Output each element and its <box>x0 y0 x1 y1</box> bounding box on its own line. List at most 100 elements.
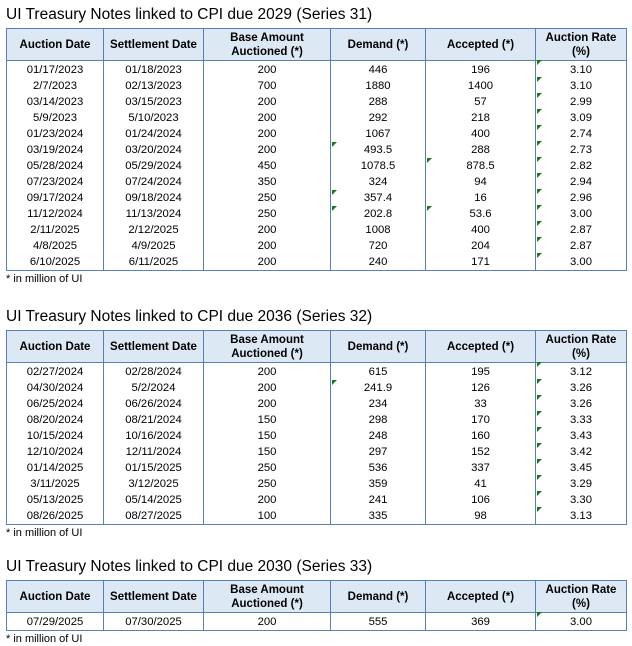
auction-date-cell: 05/28/2024 <box>6 158 104 174</box>
cell-value: 41 <box>474 477 487 490</box>
cell-value: 01/18/2023 <box>125 63 182 76</box>
auction-rate-cell: 2.74 <box>535 125 627 142</box>
cell-value: 6/10/2025 <box>29 255 81 268</box>
cell-value: 195 <box>471 365 490 378</box>
base-amount-cell: 200 <box>203 94 331 110</box>
cell-value: 2.99 <box>570 95 592 108</box>
error-indicator-icon <box>537 125 542 130</box>
base-amount-cell: 200 <box>203 142 331 158</box>
cell-value: 03/14/2023 <box>26 95 84 108</box>
error-indicator-icon <box>537 173 542 178</box>
cell-value: 3.29 <box>570 477 592 490</box>
settlement-date-cell: 08/27/2025 <box>103 508 204 525</box>
header-row: Auction Date Settlement Date Base Amount… <box>6 580 627 613</box>
auction-date-cell: 11/12/2024 <box>6 206 104 222</box>
series-32-section: UI Treasury Notes linked to CPI due 2036… <box>6 307 627 540</box>
cell-value: 01/24/2024 <box>125 127 182 140</box>
accepted-cell: 400 <box>425 222 536 238</box>
cell-value: 369 <box>471 615 490 628</box>
accepted-cell: 288 <box>425 142 536 158</box>
cell-value: 3.10 <box>570 79 592 92</box>
auction-table: Auction Date Settlement Date Base Amount… <box>6 330 627 525</box>
col-auction-rate: Auction Rate (%) <box>535 28 627 61</box>
cell-value: 01/14/2025 <box>26 461 84 474</box>
cell-value: 250 <box>257 191 277 204</box>
auction-date-cell: 3/11/2025 <box>6 476 104 492</box>
accepted-cell: 94 <box>425 174 536 190</box>
col-accepted: Accepted (*) <box>425 330 536 363</box>
error-indicator-icon <box>537 459 542 464</box>
demand-cell: 536 <box>330 460 426 476</box>
demand-cell: 615 <box>330 362 426 380</box>
cell-value: 07/24/2024 <box>125 175 182 188</box>
cell-value: 446 <box>368 63 388 76</box>
error-indicator-icon <box>537 189 542 194</box>
cell-value: 2.94 <box>570 175 592 188</box>
cell-value: 200 <box>257 615 277 628</box>
auction-rate-cell: 2.99 <box>535 93 627 110</box>
cell-value: 359 <box>368 477 388 490</box>
cell-value: 57 <box>474 95 487 108</box>
base-amount-cell: 250 <box>203 476 331 492</box>
cell-value: 08/20/2024 <box>26 413 84 426</box>
cell-value: 03/15/2023 <box>125 95 182 108</box>
cell-value: 98 <box>474 509 487 522</box>
error-indicator-icon <box>537 93 542 98</box>
table-row: 10/15/2024 10/16/2024 150 248 160 3.43 <box>6 427 627 444</box>
base-amount-cell: 250 <box>203 460 331 476</box>
settlement-date-cell: 05/14/2025 <box>103 492 204 508</box>
demand-cell: 335 <box>330 508 426 525</box>
base-amount-cell: 150 <box>203 428 331 444</box>
cell-value: 3.43 <box>570 429 592 442</box>
cell-value: 53.6 <box>469 207 492 220</box>
cell-value: 02/13/2023 <box>125 79 182 92</box>
table-row: 6/10/2025 6/11/2025 200 240 171 3.00 <box>6 253 627 271</box>
cell-value: 878.5 <box>466 159 495 172</box>
auction-table: Auction Date Settlement Date Base Amount… <box>6 28 627 271</box>
settlement-date-cell: 09/18/2024 <box>103 190 204 206</box>
settlement-date-cell: 01/18/2023 <box>103 60 204 78</box>
auction-date-cell: 07/29/2025 <box>6 612 104 631</box>
accepted-cell: 195 <box>425 362 536 380</box>
cell-value: 150 <box>257 445 277 458</box>
cell-value: 3.09 <box>570 111 592 124</box>
auction-date-cell: 07/23/2024 <box>6 174 104 190</box>
auction-rate-cell: 2.82 <box>535 157 627 174</box>
cell-value: 16 <box>474 191 487 204</box>
cell-value: 3.33 <box>570 413 592 426</box>
base-amount-cell: 200 <box>203 126 331 142</box>
cell-value: 5/9/2023 <box>33 111 77 124</box>
auction-rate-cell: 3.43 <box>535 427 627 444</box>
cell-value: 01/15/2025 <box>125 461 182 474</box>
col-settlement-date: Settlement Date <box>103 28 204 61</box>
error-indicator-icon <box>537 443 542 448</box>
demand-cell: 446 <box>330 60 426 78</box>
col-auction-date: Auction Date <box>6 580 104 613</box>
auction-date-cell: 2/7/2023 <box>6 78 104 94</box>
table-row: 5/9/2023 5/10/2023 200 292 218 3.09 <box>6 109 627 126</box>
table-row: 03/19/2024 03/20/2024 200 493.5 288 2.73 <box>6 141 627 158</box>
base-amount-cell: 150 <box>203 444 331 460</box>
cell-value: 241.9 <box>363 381 393 394</box>
settlement-date-cell: 2/12/2025 <box>103 222 204 238</box>
col-auction-date: Auction Date <box>6 28 104 61</box>
cell-value: 200 <box>257 223 277 236</box>
auction-rate-cell: 3.00 <box>535 253 627 271</box>
demand-cell: 1880 <box>330 78 426 94</box>
cell-value: 6/11/2025 <box>128 255 179 268</box>
cell-value: 152 <box>471 445 490 458</box>
cell-value: 202.8 <box>363 207 393 220</box>
demand-cell: 202.8 <box>330 206 426 222</box>
cell-value: 126 <box>471 381 490 394</box>
cell-value: 2.82 <box>570 159 592 172</box>
table-row: 03/14/2023 03/15/2023 200 288 57 2.99 <box>6 93 627 110</box>
cell-value: 171 <box>471 255 490 268</box>
cell-value: 335 <box>368 509 388 522</box>
accepted-cell: 98 <box>425 508 536 525</box>
cell-value: 02/28/2024 <box>125 365 182 378</box>
cell-value: 05/29/2024 <box>125 159 182 172</box>
cell-value: 234 <box>368 397 388 410</box>
cell-value: 200 <box>257 127 277 140</box>
auction-date-cell: 09/17/2024 <box>6 190 104 206</box>
cell-value: 240 <box>368 255 388 268</box>
